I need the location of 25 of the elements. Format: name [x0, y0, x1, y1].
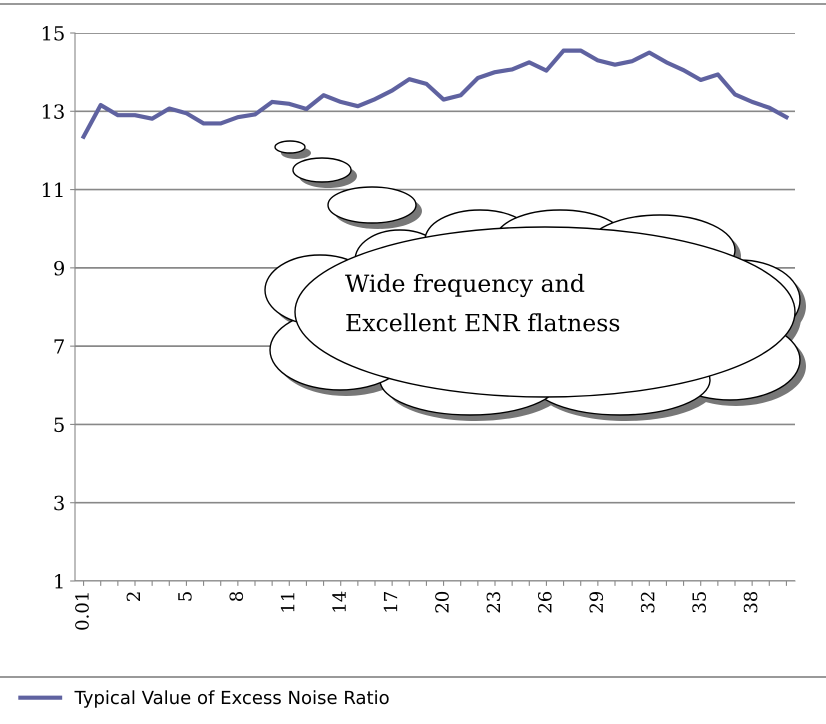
- x-tick-label: 32: [640, 592, 655, 612]
- x-tick-label: 26: [538, 592, 552, 612]
- y-tick-label: 15: [42, 26, 64, 41]
- x-tick-label: 38: [744, 592, 758, 612]
- x-tick-label: 23: [486, 592, 500, 612]
- x-tick-label: 8: [229, 592, 244, 602]
- line-series: [81, 48, 789, 139]
- y-tick-label: 9: [54, 260, 64, 276]
- x-tick-label: 17: [384, 592, 398, 612]
- x-tick-label: 11: [280, 593, 294, 612]
- x-tick-label: 2: [126, 592, 140, 601]
- x-tick-label: 0.01: [75, 593, 89, 630]
- y-tick-label: 5: [54, 418, 64, 432]
- y-tick-label: 7: [54, 339, 64, 354]
- y-tick-label: 3: [54, 496, 64, 510]
- legend-label: Typical Value of Excess Noise Ratio: [74, 690, 389, 708]
- annotation: Wide frequency and Excellent ENR flatness: [345, 274, 620, 332]
- x-tick-label: 35: [692, 592, 706, 612]
- x-tick-label: 5: [178, 592, 192, 601]
- x-tick-label: 14: [332, 592, 346, 612]
- x-tick-label: 20: [435, 592, 449, 612]
- y-tick-label: 1: [55, 574, 63, 588]
- y-tick-label: 11: [42, 182, 63, 197]
- x-tick-label: 29: [589, 592, 604, 612]
- y-tick-label: 13: [42, 104, 64, 119]
